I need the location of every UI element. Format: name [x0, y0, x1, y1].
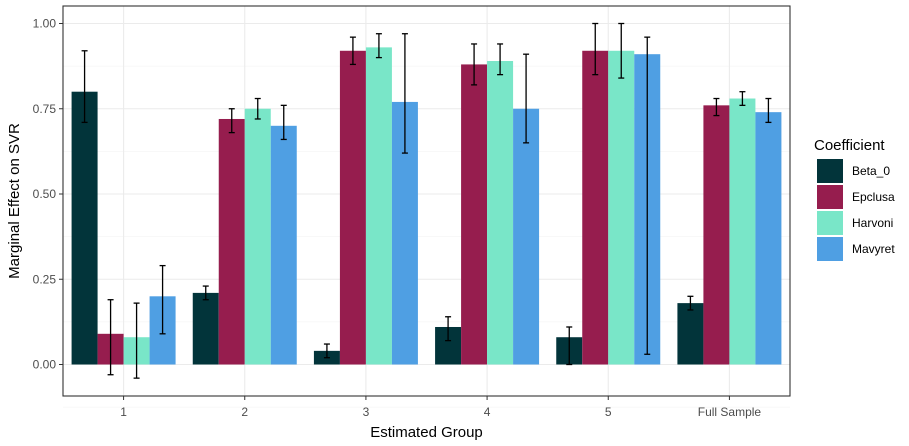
- legend-key: [817, 159, 843, 183]
- legend-label: Harvoni: [852, 216, 893, 230]
- panel-border: [62, 5, 791, 397]
- error-bar: [375, 33, 382, 59]
- bar-harvoni: [608, 50, 635, 365]
- error-bar: [445, 316, 452, 342]
- bar-mavyret: [513, 108, 540, 365]
- error-bar: [618, 22, 625, 79]
- bar-mavyret: [755, 112, 782, 365]
- bars: [71, 47, 782, 365]
- bar-epclusa: [461, 64, 488, 365]
- error-bar: [323, 343, 330, 359]
- legend-title: Coefficient: [814, 137, 885, 154]
- legend-label: Epclusa: [852, 190, 895, 204]
- legend-item: Beta_0: [817, 159, 890, 183]
- legend-key: [817, 237, 843, 261]
- y-tick-label: 0.00: [33, 358, 57, 372]
- error-bar: [713, 97, 720, 117]
- bar-beta-0: [71, 91, 98, 365]
- bar-harvoni: [244, 108, 271, 365]
- x-tick-label: 2: [241, 405, 248, 419]
- error-bars: [81, 22, 772, 379]
- bar-beta-0: [677, 303, 704, 365]
- error-bar: [401, 33, 408, 154]
- y-tick-label: 0.25: [33, 272, 57, 286]
- error-bar: [254, 97, 261, 120]
- error-bar: [471, 43, 478, 86]
- error-bar: [107, 299, 114, 376]
- legend-item: Harvoni: [817, 211, 893, 235]
- error-bar: [349, 36, 356, 66]
- bar-harvoni: [729, 98, 756, 365]
- x-axis: 1 2 3 4 5 Full Sample: [120, 396, 761, 419]
- error-bar: [765, 97, 772, 124]
- bar-harvoni: [365, 47, 392, 365]
- error-bar: [497, 43, 504, 76]
- y-tick-label: 0.75: [33, 102, 57, 116]
- error-bar: [280, 104, 287, 141]
- x-tick-label: 1: [120, 405, 127, 419]
- legend-item: Mavyret: [817, 237, 895, 261]
- error-bar: [159, 264, 166, 335]
- error-bar: [523, 53, 530, 144]
- error-bar: [202, 285, 209, 301]
- bar-beta-0: [192, 292, 219, 365]
- legend-key: [817, 211, 843, 235]
- error-bar: [592, 22, 599, 76]
- x-axis-title: Estimated Group: [370, 424, 483, 441]
- legend-label: Mavyret: [852, 242, 895, 256]
- error-bar: [228, 108, 235, 134]
- y-axis-title: Marginal Effect on SVR: [6, 123, 23, 279]
- error-bar: [687, 295, 694, 311]
- y-tick-label: 1.00: [33, 17, 57, 31]
- bar-epclusa: [582, 50, 609, 365]
- x-tick-label: 5: [605, 405, 612, 419]
- bar-epclusa: [218, 118, 245, 365]
- bar-mavyret: [270, 125, 297, 365]
- bar-epclusa: [339, 50, 366, 365]
- x-tick-label: 3: [363, 405, 370, 419]
- legend: Coefficient Beta_0 Epclusa Harvoni Mavyret: [814, 137, 895, 261]
- bar-harvoni: [487, 61, 514, 365]
- x-tick-label: Full Sample: [698, 405, 762, 419]
- legend-label: Beta_0: [852, 164, 890, 178]
- bar-epclusa: [703, 105, 730, 365]
- legend-item: Epclusa: [817, 185, 895, 209]
- error-bar: [644, 36, 651, 355]
- error-bar: [566, 326, 573, 366]
- y-axis: 0.00 0.25 0.50 0.75 1.00: [33, 17, 63, 372]
- x-tick-label: 4: [484, 405, 491, 419]
- y-tick-label: 0.50: [33, 187, 57, 201]
- legend-key: [817, 185, 843, 209]
- error-bar: [133, 302, 140, 379]
- error-bar: [81, 50, 88, 124]
- error-bar: [739, 91, 746, 106]
